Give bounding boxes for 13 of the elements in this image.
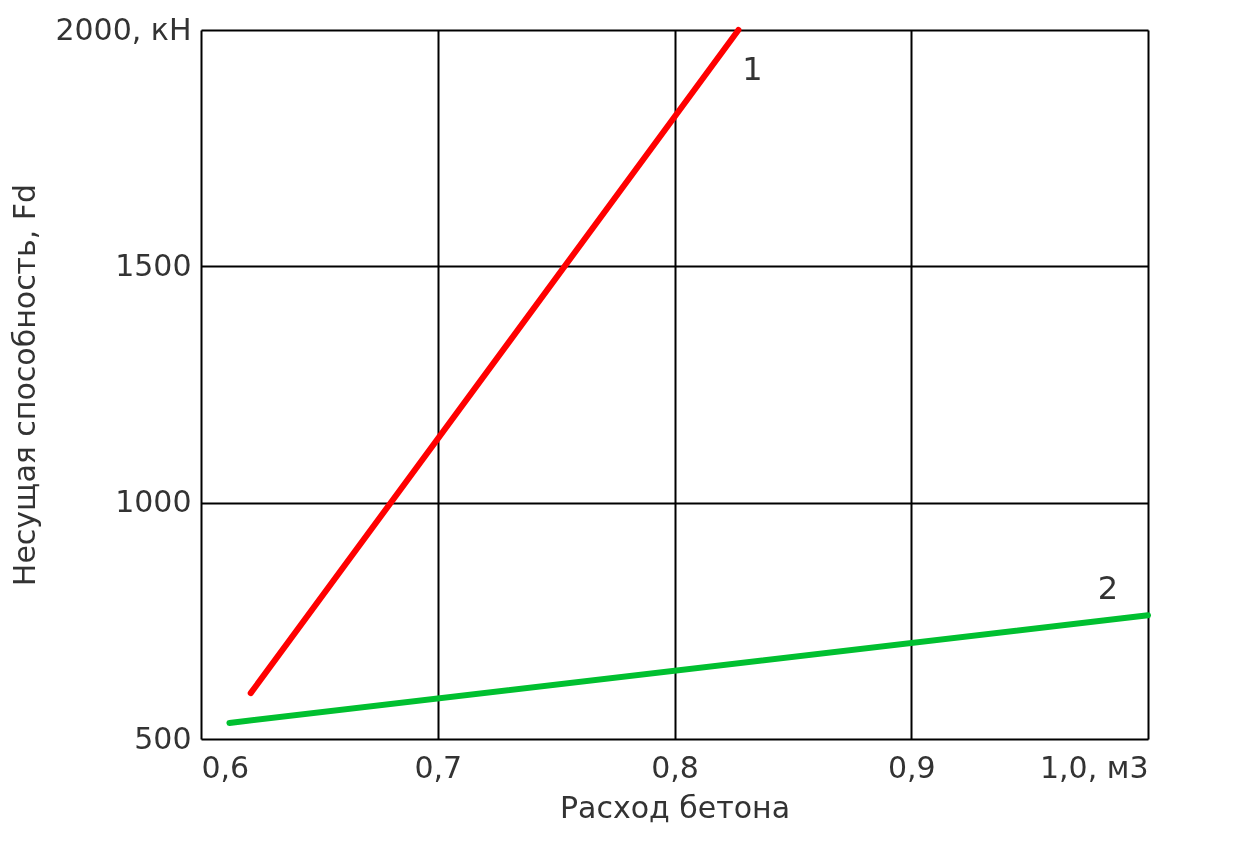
x-tick-label: 0,6 [201, 749, 250, 785]
y-tick-label: 1500 [115, 247, 192, 283]
x-axis-title: Расход бетона [559, 789, 791, 825]
series-label: 2 [1097, 569, 1119, 608]
y-axis-title: Несущая способность, Fd [7, 183, 43, 587]
y-tick-label: 1000 [115, 484, 192, 520]
x-tick-label: 1,0, м3 [1039, 749, 1149, 785]
x-tick-label: 0,7 [414, 749, 463, 785]
y-tick-label: 2000, кН [55, 11, 192, 47]
x-tick-label: 0,8 [651, 749, 699, 785]
y-tick-label: 500 [134, 720, 192, 756]
series-label: 1 [742, 50, 763, 88]
x-tick-label: 0,9 [887, 749, 936, 785]
